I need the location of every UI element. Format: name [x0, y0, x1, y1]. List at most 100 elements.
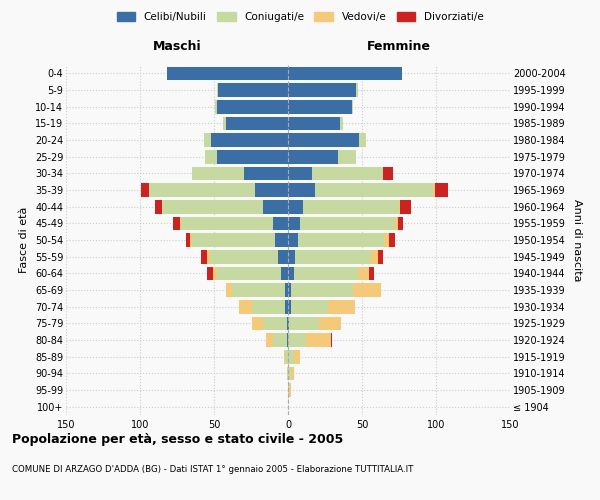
Bar [295, 250, 371, 264]
Bar [389, 233, 395, 247]
Bar [398, 216, 403, 230]
Bar [434, 183, 448, 197]
Bar [263, 316, 287, 330]
Bar [217, 150, 288, 164]
Bar [288, 216, 300, 230]
Bar [356, 83, 358, 97]
Bar [288, 66, 402, 80]
Bar [273, 333, 287, 347]
Bar [287, 366, 288, 380]
Bar [314, 183, 433, 197]
Text: Femmine: Femmine [367, 40, 431, 54]
Bar [275, 233, 288, 247]
Bar [200, 250, 206, 264]
Bar [319, 316, 341, 330]
Bar [288, 383, 289, 397]
Text: Maschi: Maschi [152, 40, 202, 54]
Bar [285, 283, 288, 297]
Bar [291, 300, 328, 314]
Bar [285, 350, 288, 364]
Legend: Celibi/Nubili, Coniugati/e, Vedovi/e, Divorziati/e: Celibi/Nubili, Coniugati/e, Vedovi/e, Di… [112, 8, 488, 26]
Bar [149, 183, 256, 197]
Bar [306, 333, 331, 347]
Bar [273, 216, 288, 230]
Bar [294, 266, 358, 280]
Bar [288, 83, 356, 97]
Bar [338, 150, 356, 164]
Bar [285, 300, 288, 314]
Bar [232, 283, 285, 297]
Bar [203, 133, 211, 147]
Bar [162, 200, 263, 213]
Text: Popolazione per età, sesso e stato civile - 2005: Popolazione per età, sesso e stato civil… [12, 432, 343, 446]
Bar [186, 233, 190, 247]
Bar [288, 283, 291, 297]
Bar [167, 66, 288, 80]
Bar [288, 350, 294, 364]
Bar [288, 333, 306, 347]
Bar [288, 166, 311, 180]
Bar [192, 233, 275, 247]
Bar [288, 266, 294, 280]
Bar [353, 283, 381, 297]
Bar [400, 200, 411, 213]
Bar [311, 166, 383, 180]
Bar [226, 283, 232, 297]
Bar [288, 100, 352, 114]
Bar [289, 383, 291, 397]
Bar [217, 83, 218, 97]
Bar [383, 166, 393, 180]
Bar [281, 266, 288, 280]
Bar [211, 133, 288, 147]
Bar [328, 300, 355, 314]
Bar [206, 250, 209, 264]
Bar [209, 250, 278, 264]
Bar [384, 233, 389, 247]
Bar [433, 183, 434, 197]
Bar [291, 283, 353, 297]
Bar [288, 316, 289, 330]
Bar [278, 250, 288, 264]
Bar [142, 183, 149, 197]
Bar [190, 233, 192, 247]
Bar [181, 216, 273, 230]
Bar [266, 333, 273, 347]
Bar [173, 216, 180, 230]
Bar [256, 183, 288, 197]
Bar [291, 366, 294, 380]
Bar [288, 150, 338, 164]
Bar [287, 333, 288, 347]
Bar [289, 316, 319, 330]
Bar [371, 250, 378, 264]
Bar [284, 350, 285, 364]
Bar [288, 183, 314, 197]
Bar [378, 250, 383, 264]
Bar [263, 200, 288, 213]
Bar [300, 216, 395, 230]
Y-axis label: Anni di nascita: Anni di nascita [572, 198, 583, 281]
Bar [205, 150, 217, 164]
Bar [352, 100, 353, 114]
Bar [217, 100, 288, 114]
Bar [359, 133, 367, 147]
Bar [288, 250, 295, 264]
Bar [223, 116, 226, 130]
Bar [206, 266, 212, 280]
Text: COMUNE DI ARZAGO D'ADDA (BG) - Dati ISTAT 1° gennaio 2005 - Elaborazione TUTTITA: COMUNE DI ARZAGO D'ADDA (BG) - Dati ISTA… [12, 465, 413, 474]
Bar [294, 350, 300, 364]
Bar [340, 116, 343, 130]
Bar [217, 266, 281, 280]
Bar [244, 166, 288, 180]
Bar [192, 166, 244, 180]
Bar [287, 316, 288, 330]
Bar [226, 116, 288, 130]
Bar [358, 266, 370, 280]
Bar [370, 266, 374, 280]
Bar [288, 116, 340, 130]
Bar [303, 200, 399, 213]
Bar [298, 233, 384, 247]
Bar [180, 216, 181, 230]
Bar [399, 200, 400, 213]
Bar [155, 200, 162, 213]
Bar [212, 266, 217, 280]
